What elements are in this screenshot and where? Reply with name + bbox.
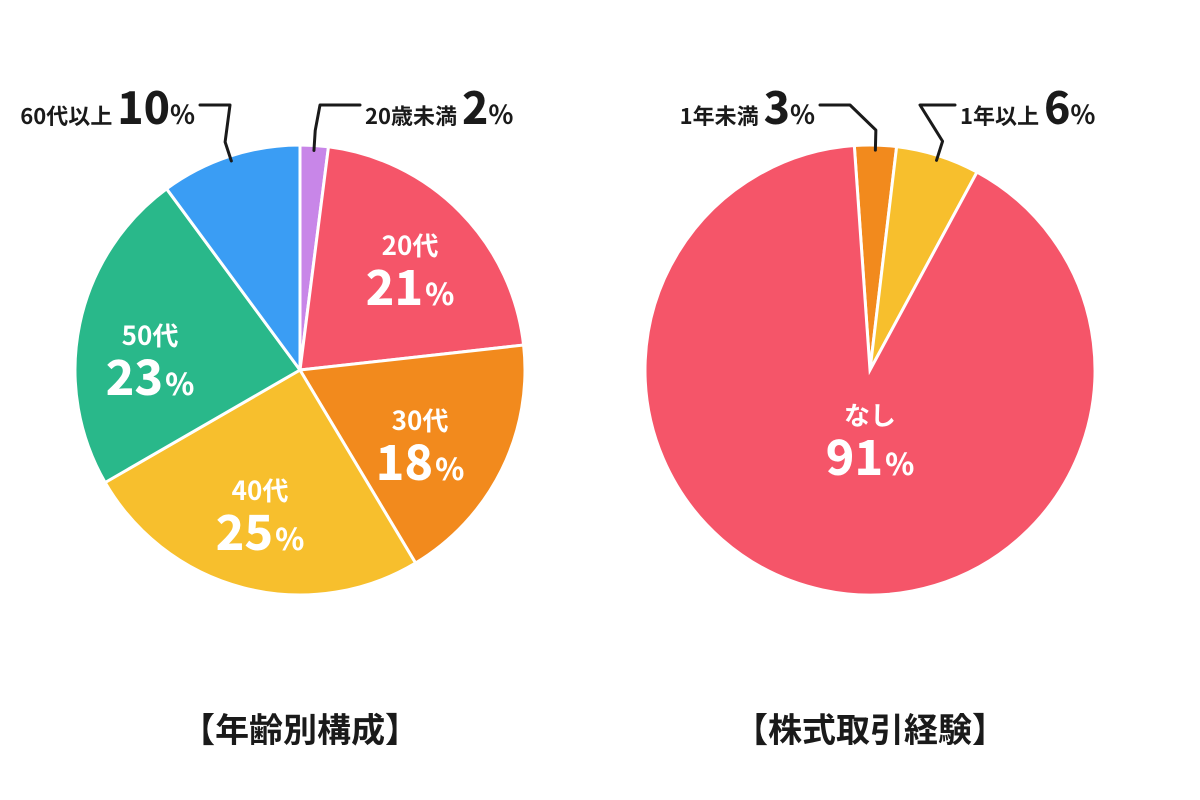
- chart-title-exp: 【株式取引経験】: [670, 703, 1070, 752]
- leader-age-20歳未満: [314, 105, 360, 150]
- chart-title-age: 【年齢別構成】: [100, 703, 500, 752]
- chart-stage: 20代21%30代18%40代25%50代23%なし91% 20歳未満 2%60…: [0, 0, 1200, 800]
- callout-age-20歳未満: 20歳未満 2%: [365, 83, 513, 127]
- leader-exp-1年未満: [820, 105, 876, 150]
- callout-exp-1年未満: 1年未満 3%: [680, 83, 815, 127]
- callout-age-60代以上: 60代以上 10%: [20, 83, 195, 127]
- callout-exp-1年以上: 1年以上 6%: [960, 83, 1095, 127]
- leader-age-60代以上: [200, 105, 231, 161]
